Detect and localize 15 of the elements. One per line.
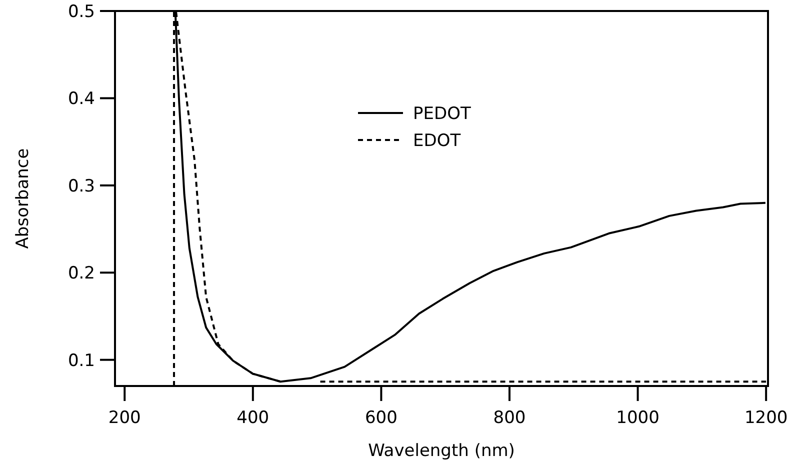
y-tick-label: 0.3 <box>68 176 95 196</box>
x-tick-label: 600 <box>364 408 398 428</box>
legend-label: PEDOT <box>413 104 472 124</box>
x-tick-label: 1000 <box>616 408 660 428</box>
y-tick-label: 0.1 <box>68 350 95 371</box>
y-tick-label: 0.2 <box>68 264 95 284</box>
x-tick-label: 200 <box>108 408 141 428</box>
y-axis-title: Absorbance <box>13 148 33 249</box>
x-tick-label: 400 <box>236 408 270 428</box>
y-tick-label: 0.5 <box>68 2 95 22</box>
y-tick-label: 0.4 <box>68 89 95 110</box>
x-tick-label: 1200 <box>744 408 788 428</box>
legend-label: EDOT <box>413 131 462 151</box>
x-tick-label: 800 <box>493 408 526 428</box>
x-axis-title: Wavelength (nm) <box>368 441 515 461</box>
